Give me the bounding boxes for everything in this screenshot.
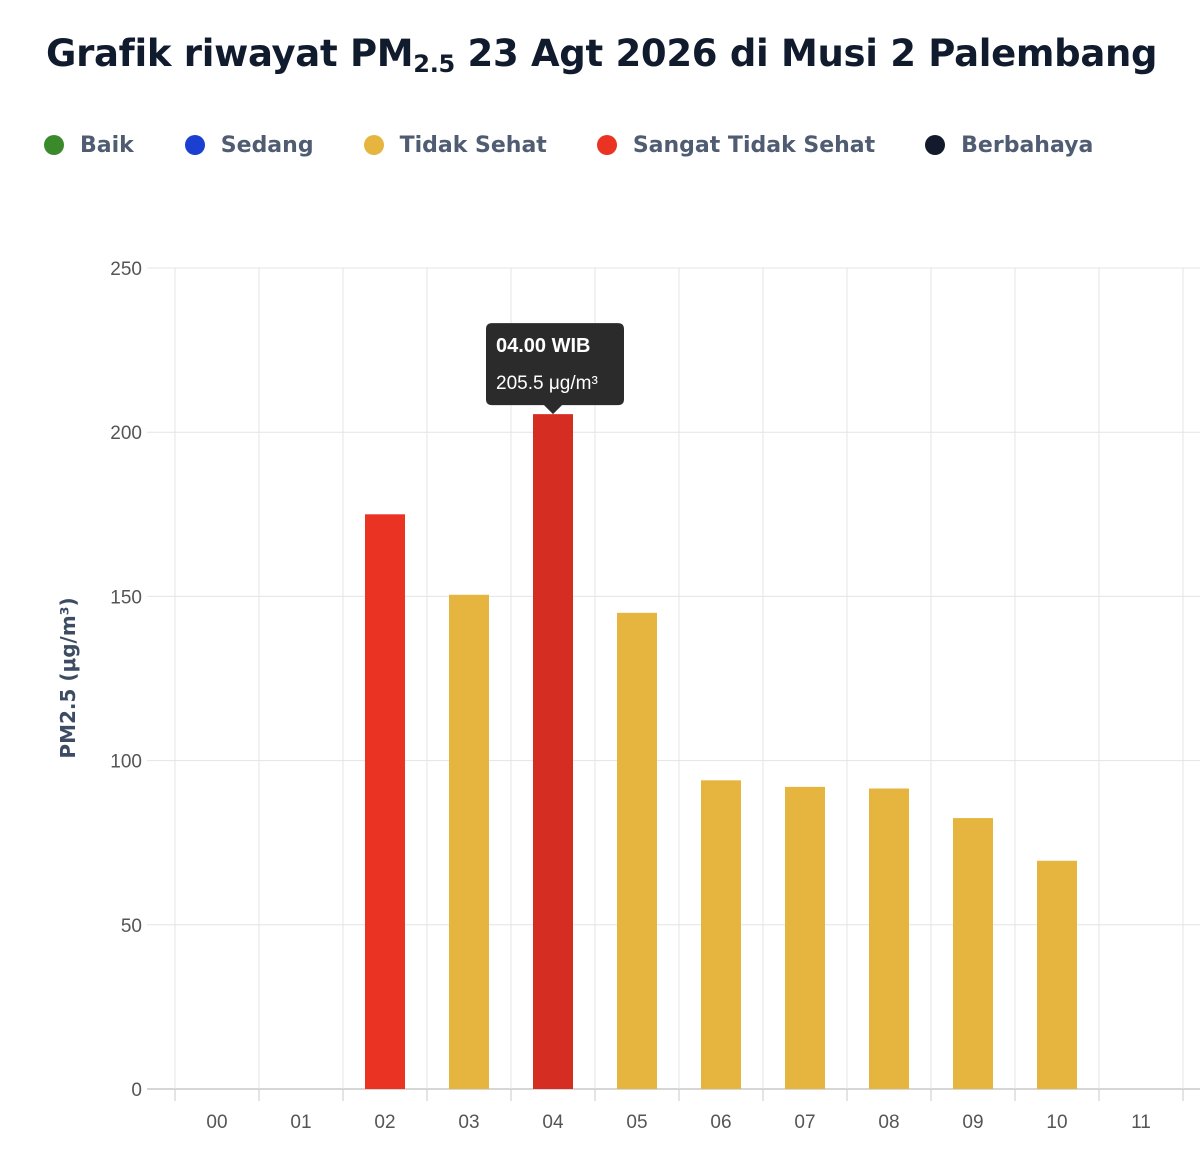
grid: [147, 267, 1200, 1090]
legend-label: Baik: [80, 132, 134, 158]
bar-02[interactable]: [365, 514, 405, 1089]
legend-label: Berbahaya: [961, 132, 1094, 158]
chart-legend: Baik Sedang Tidak Sehat Sangat Tidak Seh…: [44, 128, 1093, 162]
tooltip-title: 04.00 WIB: [496, 335, 590, 357]
y-tick-label: 200: [110, 423, 142, 444]
tooltip: 04.00 WIB 205.5 μg/m³: [486, 323, 624, 415]
x-tick-label: 06: [710, 1112, 731, 1133]
legend-dot-icon: [596, 135, 617, 155]
tooltip-value: 205.5 μg/m³: [496, 373, 598, 394]
chart-title-rest: 23 Agt 2026 di Musi 2 Palembang: [454, 32, 1158, 75]
x-tick-label: 07: [794, 1112, 815, 1133]
y-axis-label: PM2.5 (μg/m³): [56, 597, 80, 758]
legend-dot-icon: [184, 135, 205, 155]
bars: [365, 414, 1077, 1089]
y-tick-label: 50: [121, 916, 142, 937]
x-tick-label: 04: [542, 1112, 564, 1133]
chart-title-main: Grafik riwayat PM: [46, 32, 414, 75]
x-tick-label: 05: [626, 1112, 647, 1133]
bar-10[interactable]: [1037, 860, 1077, 1089]
bar-04[interactable]: [533, 414, 573, 1089]
chart-title-subscript: 2.5: [413, 50, 455, 78]
legend-item-tidak-sehat[interactable]: Tidak Sehat: [363, 132, 547, 158]
x-tick-label: 11: [1131, 1112, 1151, 1133]
y-tick-label: 0: [131, 1080, 142, 1101]
legend-label: Sedang: [220, 132, 314, 158]
bar-05[interactable]: [617, 612, 657, 1089]
legend-item-berbahaya[interactable]: Berbahaya: [925, 133, 1093, 158]
x-tick-label: 10: [1046, 1112, 1067, 1133]
y-tick-label: 150: [110, 587, 142, 608]
legend-label: Tidak Sehat: [399, 132, 547, 158]
legend-item-sangat-tidak-sehat[interactable]: Sangat Tidak Sehat: [596, 132, 876, 158]
bar-06[interactable]: [701, 780, 741, 1089]
legend-dot-icon: [363, 135, 384, 155]
legend-item-sedang[interactable]: Sedang: [184, 132, 314, 158]
bar-03[interactable]: [449, 594, 489, 1089]
legend-item-baik[interactable]: Baik: [44, 133, 134, 158]
legend-dot-icon: [925, 135, 946, 155]
x-tick-label: 02: [374, 1112, 395, 1133]
legend-label: Sangat Tidak Sehat: [632, 132, 876, 158]
bar-07[interactable]: [785, 786, 825, 1089]
y-tick-label: 100: [110, 752, 142, 773]
x-tick-label: 03: [458, 1112, 479, 1133]
axes: 0 50 100 150 200 250 00 01 02 03 04 05 06 07 08 09 10 11: [110, 259, 1184, 1133]
y-tick-label: 250: [110, 259, 142, 280]
bar-09[interactable]: [953, 818, 993, 1089]
bar-08[interactable]: [869, 788, 909, 1089]
x-tick-label: 01: [290, 1112, 311, 1133]
chart-title: Grafik riwayat PM2.5 23 Agt 2026 di Musi…: [46, 28, 1158, 80]
x-tick-label: 09: [962, 1112, 983, 1133]
x-tick-label: 08: [878, 1112, 899, 1133]
legend-dot-icon: [44, 135, 64, 155]
tooltip-box: [486, 323, 624, 415]
x-tick-label: 00: [206, 1112, 227, 1133]
